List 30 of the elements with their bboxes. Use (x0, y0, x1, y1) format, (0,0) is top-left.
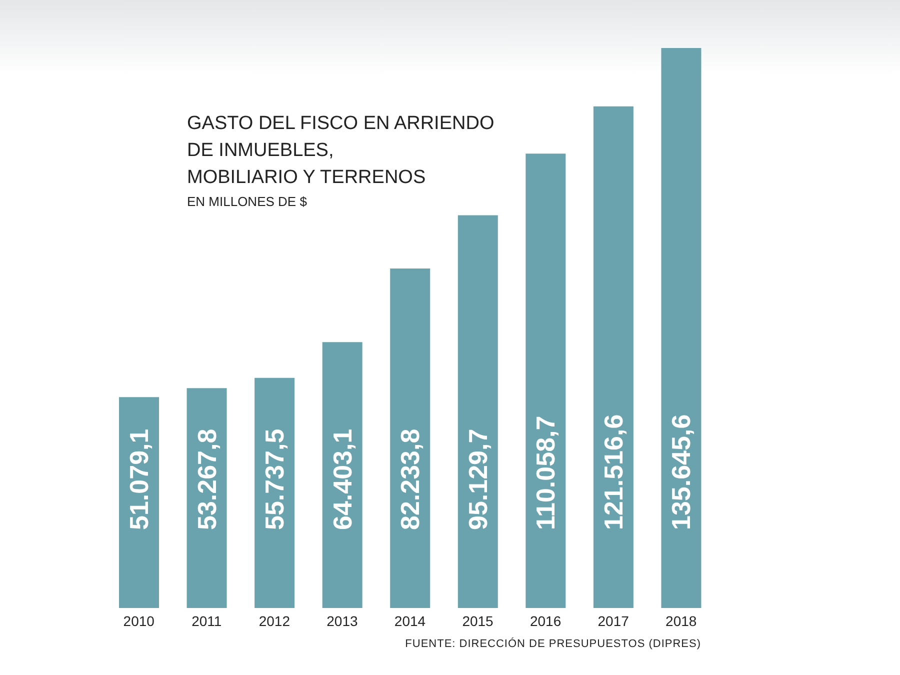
data-label: 110.058,7 (530, 416, 561, 530)
data-label: 135.645,6 (666, 414, 696, 530)
bar (458, 215, 498, 608)
bar (390, 268, 430, 608)
data-label: 55.737,5 (260, 428, 290, 530)
x-tick-label: 2014 (394, 612, 426, 629)
x-tick-label: 2011 (192, 612, 222, 629)
data-label: 95.129,7 (462, 428, 493, 530)
x-tick-label: 2017 (598, 612, 630, 629)
x-tick-label: 2012 (258, 612, 290, 629)
source-note: FUENTE: DIRECCIÓN DE PRESUPUESTOS (DIPRES) (405, 638, 701, 650)
x-tick-label: 2018 (666, 612, 697, 629)
bar (186, 388, 227, 608)
bar (661, 48, 702, 608)
text: EN MILLONES DE $ (187, 194, 307, 209)
x-tick-label: 2013 (326, 612, 358, 629)
data-label: 64.403,1 (327, 428, 358, 530)
bar (119, 397, 159, 608)
data-label: 121.516,6 (598, 414, 628, 530)
bar (254, 378, 295, 608)
data-label: 82.233,8 (395, 428, 426, 530)
text: GASTO DEL FISCO EN ARRIENDO DE INMUEBLES, MOBILIARIO Y TERRENOS (187, 112, 494, 190)
x-tick-label: 2010 (123, 612, 155, 629)
x-tick-label: 2015 (462, 612, 494, 629)
bar (593, 106, 634, 608)
x-tick-label: 2016 (530, 612, 562, 629)
data-label: 53.267,8 (192, 428, 222, 530)
bar (322, 342, 362, 608)
data-label: 51.079,1 (124, 428, 154, 530)
bar (526, 154, 566, 608)
